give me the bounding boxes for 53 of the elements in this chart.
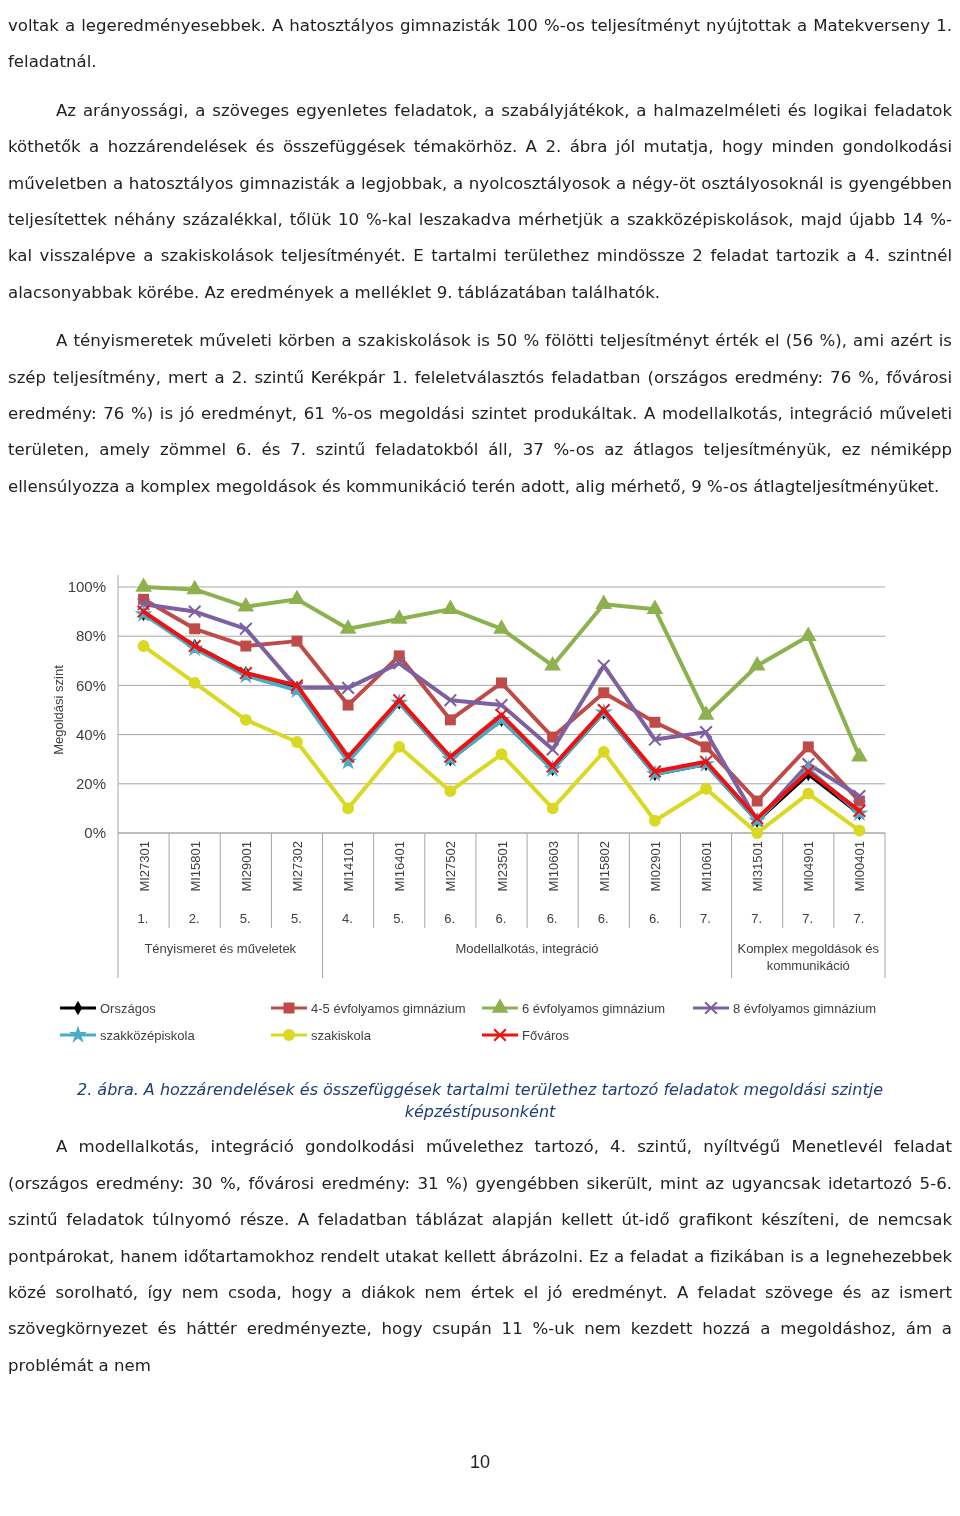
x-tick-label: MI27302: [289, 841, 305, 892]
x-tick-label: MI29001: [238, 841, 254, 892]
legend-label: 6 évfolyamos gimnázium: [522, 1000, 666, 1016]
y-tick-label: 40%: [75, 726, 106, 744]
text: 6.: [648, 911, 660, 927]
y-tick-label: 0%: [84, 824, 106, 842]
text: Modellalkotás, integráció: [455, 941, 599, 957]
x-tick-label: MI04901: [801, 841, 817, 892]
legend-label: 4-5 évfolyamos gimnázium: [311, 1000, 466, 1016]
x-tick-label: MI31501: [750, 841, 766, 892]
text: 7.: [751, 911, 763, 927]
y-tick-label: 80%: [75, 627, 106, 645]
text: Tényismeret és műveletek: [144, 941, 297, 957]
text: 6.: [495, 911, 507, 927]
legend-label: 8 évfolyamos gimnázium: [733, 1000, 877, 1016]
y-axis-title: Megoldási szint: [51, 665, 66, 756]
legend-label: szakiskola: [311, 1027, 372, 1043]
x-tick-label: MI10601: [699, 841, 715, 892]
text: 7.: [700, 911, 711, 927]
legend-label: szakközépiskola: [100, 1027, 196, 1043]
text: 7.: [853, 911, 865, 927]
text: 2.: [188, 911, 200, 927]
x-tick-label: MI15801: [187, 841, 203, 892]
y-tick-label: 100%: [67, 578, 106, 596]
text: 5.: [290, 911, 302, 927]
legend-label: Országos: [100, 1000, 157, 1016]
x-tick-label: MI27301: [136, 841, 152, 892]
x-tick-label: MI14101: [341, 841, 357, 892]
x-tick-label: MI10603: [545, 841, 561, 892]
text: 10: [469, 1451, 491, 1475]
text: 6.: [597, 911, 609, 927]
text: 1.: [137, 911, 149, 927]
text: Komplex megoldások és kommunikáció: [737, 941, 880, 974]
text: 7.: [802, 911, 814, 927]
x-tick-label: MI23501: [494, 841, 510, 892]
x-tick-label: MI00401: [852, 841, 868, 892]
text: 5.: [393, 911, 405, 927]
text: 6.: [444, 911, 456, 927]
text: Az arányossági, a szöveges egyenletes feladatok, a szabályjátékok, a halmazelméleti és logikai feladatok köthetők a hozzárendelések és összefüggések témakörhöz. A 2. ábra jól mutatja, hogy minden gondolkodási műveletben a hatosztályos gimnazisták a legjobbak, a nyolcosztályosok a négy-öt osztályosoknál is gyengébben teljesítettek néhány százalékkal, tőlük 10 %-kal leszakadva mérhetjük a szakközépiskolások, majd újabb 14 %-kal visszalépve a szakiskolások teljesítményét. E tartalmi területhez mindössze 2 feladat tartozik a 4. szintnél alacsonyabbak körébe. Az eredmények a melléklet 9. táblázatában találhatók.: [8, 99, 952, 304]
text: 2. ábra. A hozzárendelések és összefüggések tartalmi területhez tartozó feladatok megoldási szintje képzéstípusonként: [76, 1079, 884, 1124]
text: A tényismeretek műveleti körben a szakiskolások is 50 % fölötti teljesítményt érték el (56 %), ami azért is szép teljesítmény, mert a 2. szintű Kerékpár 1. feleletválasztós feladatban (országos eredmény: 76 %, fővárosi eredmény: 76 %) is jó eredményt, 61 %-os megoldási szintet produkáltak. A modellalkotás, integráció műveleti területen, amely zömmel 6. és 7. szintű feladatokból áll, 37 %-os az átlagos teljesítményük, ez némiképp ellensúlyozza a komplex megoldások és kommunikáció terén adott, alig mérhető, 9 %-os átlagteljesítményüket.: [8, 330, 952, 498]
legend-label: Főváros: [522, 1027, 570, 1043]
text: A modellalkotás, integráció gondolkodási művelethez tartozó, 4. szintű, nyíltvégű Menetlevél feladat (országos eredmény: 30 %, fővárosi eredmény: 31 %) gyengébben sikerült, mint az ugyancsak idetartozó 5-6. szintű feladatok túlnyomó része. A feladatban táblázat alapján kellett út-idő grafikont készíteni, de nemcsak pontpárokat, hanem időtartamokhoz rendelt utakat kellett ábrázolni. Ez a feladat a fizikában is a legnehezebbek közé sorolható, így nem csoda, hogy a diákok nem értek el jó eredményt. A feladat szövege és az ismert szövegkörnyezet és háttér eredményezte, hogy csupán 11 %-uk nem kezdett hozzá a megoldáshoz, ám a problémát a nem: [8, 1136, 952, 1377]
x-tick-label: MI27502: [443, 841, 459, 892]
text: 4.: [342, 911, 353, 927]
x-tick-label: MI02901: [647, 841, 663, 892]
x-tick-label: MI15802: [596, 841, 612, 892]
x-tick-label: MI16401: [392, 841, 408, 892]
text: 5.: [239, 911, 251, 927]
y-tick-label: 60%: [75, 676, 106, 694]
y-tick-label: 20%: [75, 775, 106, 793]
text: voltak a legeredményesebbek. A hatosztályos gimnazisták 100 %-os teljesítményt nyújtottak a Matekverseny 1. feladatnál.: [8, 15, 952, 74]
text: 6.: [546, 911, 558, 927]
